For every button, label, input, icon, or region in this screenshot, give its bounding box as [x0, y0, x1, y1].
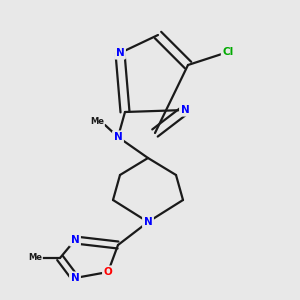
Text: N: N	[70, 273, 80, 283]
Text: N: N	[114, 132, 122, 142]
Text: N: N	[181, 105, 189, 115]
Text: O: O	[103, 267, 112, 277]
Text: N: N	[144, 217, 152, 227]
Text: Me: Me	[28, 254, 42, 262]
Text: Cl: Cl	[222, 47, 234, 57]
Text: N: N	[70, 235, 80, 245]
Text: N: N	[116, 48, 124, 58]
Text: Me: Me	[90, 118, 104, 127]
